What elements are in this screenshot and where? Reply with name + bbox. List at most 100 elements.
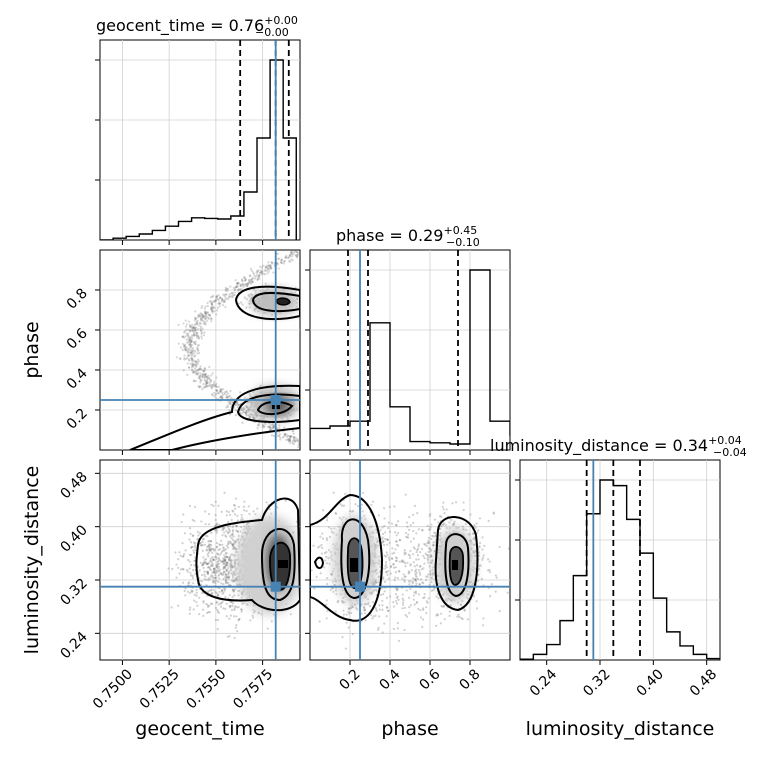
scatter-point (208, 313, 211, 316)
scatter-point (201, 608, 205, 611)
scatter-point (373, 583, 376, 586)
scatter-point (257, 275, 260, 278)
scatter-point (214, 518, 217, 522)
scatter-point (217, 294, 220, 297)
scatter-point (363, 612, 367, 615)
scatter-point (436, 614, 440, 617)
scatter-point (268, 265, 271, 268)
scatter-point (394, 566, 397, 569)
scatter-point (492, 511, 495, 514)
scatter-point (269, 428, 272, 431)
scatter-point (209, 549, 212, 552)
scatter-point (388, 505, 391, 509)
scatter-point (252, 416, 255, 419)
scatter-point (247, 410, 250, 414)
scatter-point (267, 426, 270, 429)
scatter-point (234, 279, 237, 282)
scatter-point (268, 268, 271, 271)
scatter-point (310, 569, 313, 572)
scatter-point (224, 595, 227, 599)
scatter-point (375, 537, 378, 540)
scatter-point (184, 549, 187, 552)
scatter-point (429, 513, 432, 516)
scatter-point (272, 425, 276, 428)
scatter-point (306, 446, 308, 448)
scatter-point (461, 525, 465, 528)
scatter-point (214, 385, 218, 388)
scatter-point (419, 550, 422, 554)
scatter-point (201, 544, 204, 547)
scatter-point (211, 307, 214, 310)
scatter-point (224, 534, 227, 537)
scatter-point (230, 553, 233, 556)
scatter-point (195, 334, 198, 337)
scatter-point (286, 434, 290, 438)
scatter-point (249, 274, 252, 278)
scatter-point (226, 543, 230, 546)
scatter-point (205, 584, 208, 587)
scatter-point (214, 393, 217, 397)
scatter-point (306, 561, 308, 563)
scatter-point (193, 316, 197, 319)
scatter-point (440, 525, 443, 528)
scatter-point (191, 574, 194, 577)
scatter-point (225, 578, 228, 582)
scatter-point (192, 334, 195, 337)
scatter-point (427, 541, 431, 545)
scatter-point (327, 526, 331, 529)
scatter-point (215, 397, 218, 400)
scatter-point (191, 534, 194, 537)
scatter-point (506, 591, 509, 594)
scatter-point (193, 544, 197, 547)
scatter-point (203, 543, 207, 546)
scatter-point (214, 572, 217, 575)
scatter-point (372, 532, 375, 535)
scatter-point (225, 561, 229, 564)
scatter-point (392, 605, 396, 608)
scatter-point (196, 362, 199, 366)
scatter-point (224, 564, 228, 567)
scatter-point (468, 533, 471, 536)
scatter-point (258, 271, 262, 274)
scatter-point (379, 560, 382, 563)
scatter-point (188, 324, 192, 327)
scatter-point (462, 501, 465, 504)
scatter-point (200, 337, 203, 340)
scatter-point (224, 286, 227, 289)
scatter-point (232, 543, 235, 546)
scatter-point (397, 598, 400, 601)
scatter-point (435, 614, 438, 617)
scatter-point (193, 327, 197, 330)
scatter-point (248, 281, 251, 284)
scatter-point (236, 281, 239, 284)
scatter-point (189, 341, 192, 344)
scatter-point (233, 293, 236, 297)
scatter-point (395, 559, 398, 562)
scatter-point (213, 384, 216, 388)
scatter-point (206, 571, 210, 574)
scatter-point (406, 561, 409, 564)
scatter-point (289, 439, 292, 443)
scatter-point (175, 576, 178, 579)
scatter-point (232, 503, 236, 507)
scatter-point (426, 575, 429, 579)
scatter-point (403, 579, 406, 582)
scatter-point (463, 609, 466, 612)
scatter-point (231, 576, 235, 579)
scatter-point (210, 303, 213, 306)
scatter-point (216, 389, 219, 392)
scatter-point (201, 315, 204, 318)
scatter-point (196, 369, 199, 372)
scatter-point (198, 324, 201, 327)
scatter-point (187, 347, 190, 350)
scatter-point (190, 327, 193, 330)
scatter-point (475, 607, 479, 610)
scatter-point (187, 366, 191, 369)
scatter-point (224, 548, 227, 551)
scatter-point (201, 574, 204, 577)
scatter-point (329, 588, 332, 592)
scatter-point (230, 536, 233, 540)
scatter-point (212, 558, 215, 562)
scatter-point (191, 576, 195, 580)
scatter-point (433, 531, 436, 534)
